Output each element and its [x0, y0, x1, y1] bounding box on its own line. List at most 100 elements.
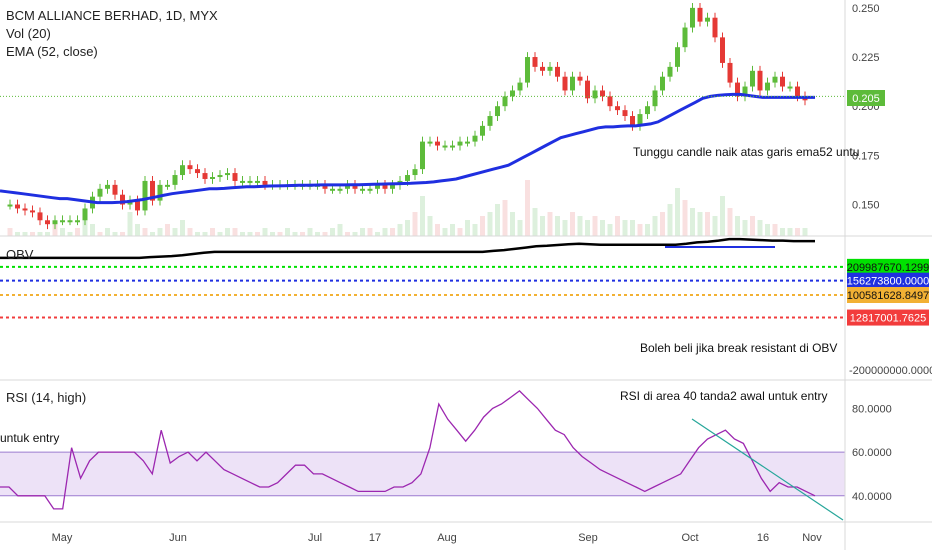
candle-body [210, 177, 215, 179]
volume-bar [510, 212, 515, 236]
candle-body [52, 220, 58, 225]
volume-bar [390, 228, 395, 236]
volume-bar [322, 232, 328, 236]
candle-body [225, 173, 230, 176]
volume-bar [142, 228, 148, 236]
volume-bar [765, 224, 770, 236]
candle-body [427, 141, 433, 144]
candle-body [712, 17, 718, 38]
volume-bar [7, 228, 13, 236]
volume-bar [472, 224, 478, 236]
volume-bar [772, 224, 778, 236]
candle-body [30, 210, 35, 213]
candle-body [780, 76, 785, 87]
candle-body [37, 212, 43, 221]
volume-bar [405, 220, 410, 236]
obv-annotation: Boleh beli jika break resistant di OBV [640, 341, 837, 355]
volume-bar [802, 228, 808, 236]
volume-bar [570, 212, 575, 236]
volume-bar [345, 232, 350, 236]
candle-body [480, 125, 485, 136]
candle-body [367, 188, 373, 191]
candle-body [652, 90, 658, 107]
candle-body [435, 141, 440, 146]
candle-body [465, 141, 470, 144]
candle-body [450, 145, 455, 148]
volume-bar [562, 220, 568, 236]
volume-bar [165, 224, 170, 236]
candle-body [105, 184, 110, 189]
volume-bar [247, 232, 253, 236]
volume-bar [420, 196, 425, 236]
candle-body [690, 7, 695, 28]
candle-body [7, 204, 13, 207]
time-tick-label: 16 [757, 532, 769, 544]
volume-bar [232, 228, 238, 236]
ema-legend: EMA (52, close) [6, 44, 98, 59]
volume-bar [712, 216, 718, 236]
volume-bar [540, 216, 545, 236]
volume-bar [630, 220, 635, 236]
volume-bar [97, 232, 103, 236]
volume-bar [427, 216, 433, 236]
volume-bar [285, 228, 290, 236]
volume-bar [330, 228, 335, 236]
volume-bar [202, 232, 208, 236]
candle-body [67, 220, 73, 223]
obv-levels: 209987670.1299 156273800.0000 100581628.84… [0, 258, 929, 326]
volume-bar [15, 232, 20, 236]
volume-bar [487, 212, 493, 236]
rsi-tick-label: 60.0000 [852, 447, 892, 459]
rsi-panel [0, 390, 845, 521]
volume-bar [22, 232, 28, 236]
candle-body [202, 173, 208, 179]
time-tick-label: Nov [802, 532, 822, 544]
obv-panel: 209987670.1299 156273800.0000 100581628.84… [0, 237, 929, 326]
volume-bar [375, 232, 380, 236]
candle-body [502, 96, 508, 107]
volume-bar [690, 208, 695, 236]
volume-bar [660, 212, 665, 236]
candle-body [142, 180, 148, 211]
volume-bar [705, 212, 710, 236]
volume-bar [45, 232, 50, 236]
volume-bar [60, 228, 65, 236]
candle-body [97, 188, 103, 197]
candle-body [592, 90, 598, 99]
candle-body [150, 180, 155, 201]
candle-body [375, 184, 380, 189]
volume-bar [262, 228, 268, 236]
candle-body [180, 165, 185, 176]
volume-bar [210, 228, 215, 236]
time-tick-label: Sep [578, 532, 598, 544]
volume-bars [7, 180, 808, 236]
candle-body [247, 180, 253, 183]
volume-bar [667, 204, 673, 236]
obv-line [0, 237, 815, 260]
rsi-tick-label: 40.0000 [852, 491, 892, 503]
candle-body [682, 27, 688, 48]
volume-bar [172, 228, 178, 236]
rsi-left-annotation: untuk entry [0, 431, 59, 445]
candle-body [540, 66, 545, 71]
candle-body [577, 76, 583, 81]
volume-bar [457, 228, 463, 236]
candle-body [510, 90, 515, 97]
volume-bar [735, 216, 740, 236]
volume-bar [750, 216, 755, 236]
rsi-axis-ticks: 40.0000 60.0000 80.0000 [852, 403, 892, 502]
time-axis-ticks: May Jun Jul 17 Aug Sep Oct 16 Nov [52, 532, 823, 544]
time-tick-label: Oct [681, 532, 698, 544]
time-tick-label: Jul [308, 532, 322, 544]
volume-bar [412, 212, 418, 236]
candle-body [487, 116, 493, 126]
candle-body [735, 82, 740, 97]
candle-body [382, 184, 388, 189]
obv-level-label: 12817001.7625 [850, 313, 926, 325]
candle-body [187, 165, 193, 170]
candle-body [525, 57, 530, 83]
volume-bar [720, 196, 725, 236]
candle-body [345, 184, 350, 189]
candle-body [742, 86, 748, 97]
